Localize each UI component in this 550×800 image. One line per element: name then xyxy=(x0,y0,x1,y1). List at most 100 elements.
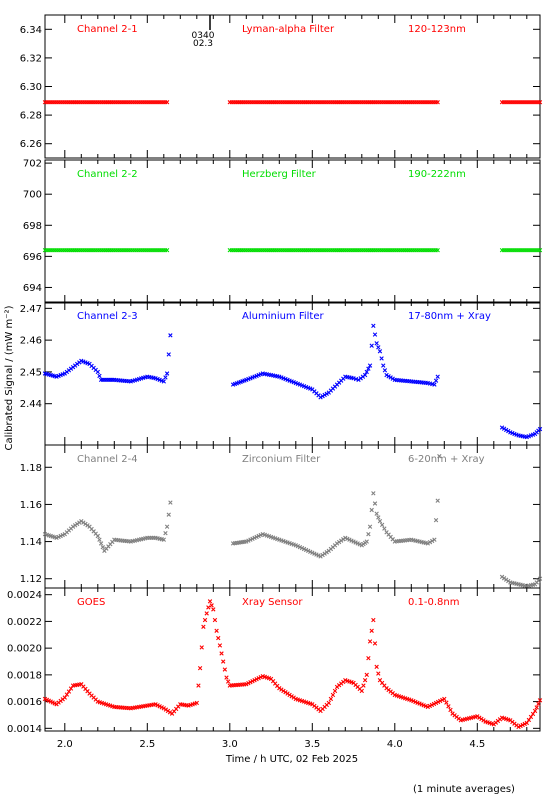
y-tick-label: 1.18 xyxy=(20,463,42,474)
panel-channel-label: Channel 2-2 xyxy=(77,169,138,180)
data-point xyxy=(204,611,209,616)
data-point xyxy=(318,395,323,400)
data-point xyxy=(372,641,378,646)
data-series xyxy=(42,323,543,440)
data-series xyxy=(42,100,543,105)
data-point xyxy=(372,332,378,337)
y-tick-label: 6.34 xyxy=(20,25,42,36)
y-tick-label: 0.0018 xyxy=(7,670,42,681)
data-point xyxy=(444,700,449,705)
data-point xyxy=(376,515,381,520)
data-point xyxy=(374,511,379,516)
data-point xyxy=(201,624,206,629)
data-point xyxy=(386,374,391,379)
data-point xyxy=(371,323,376,329)
y-tick-label: 2.44 xyxy=(20,399,42,410)
panel-filter-label: Lyman-alpha Filter xyxy=(242,24,335,35)
data-point xyxy=(222,667,228,672)
data-point xyxy=(532,708,538,714)
data-point xyxy=(524,720,529,726)
y-tick-label: 698 xyxy=(23,221,42,232)
footnote-label: (1 minute averages) xyxy=(413,784,515,795)
panel-frame xyxy=(44,444,541,589)
data-point xyxy=(384,372,389,378)
y-tick-label: 702 xyxy=(23,159,42,170)
data-point xyxy=(537,576,543,581)
data-point xyxy=(446,704,451,709)
data-point xyxy=(366,366,371,371)
data-point xyxy=(369,343,374,348)
data-point xyxy=(537,698,543,703)
data-point xyxy=(377,518,383,524)
panel-band-label: 190-222nm xyxy=(408,169,466,180)
data-point xyxy=(390,376,395,381)
data-point xyxy=(211,607,216,612)
data-point xyxy=(196,683,201,688)
data-point xyxy=(528,714,534,720)
data-point xyxy=(214,628,219,633)
panel-1: 6.26 6.28 6.30 6.32 6.34 Channel 2-1 Lyman-alp… xyxy=(20,14,543,159)
data-point xyxy=(161,379,166,384)
data-point xyxy=(202,617,208,623)
data-point xyxy=(217,643,223,648)
data-point xyxy=(534,705,539,710)
data-point xyxy=(97,537,102,542)
y-axis-label: Calibrated Signal / (mW m⁻²) xyxy=(4,305,15,450)
data-point xyxy=(435,247,440,253)
data-point xyxy=(430,538,435,544)
y-tick-label: 2.45 xyxy=(20,367,42,378)
data-series xyxy=(42,599,543,730)
y-tick-label: 6.28 xyxy=(20,111,42,122)
data-point xyxy=(374,341,379,346)
data-point xyxy=(62,695,67,700)
data-point xyxy=(388,375,393,380)
data-point xyxy=(359,688,364,694)
data-point xyxy=(379,356,384,361)
y-tick-label: 0.0022 xyxy=(7,617,42,628)
x-tick-label: 4.0 xyxy=(387,739,403,750)
data-point xyxy=(324,391,329,396)
panel-channel-label: Channel 2-1 xyxy=(77,24,138,35)
data-point xyxy=(219,651,224,656)
data-point xyxy=(164,371,170,376)
panel-channel-label: Channel 2-3 xyxy=(77,311,138,322)
data-point xyxy=(361,683,366,688)
data-point xyxy=(207,599,213,604)
data-point xyxy=(437,453,442,459)
y-tick-label: 1.14 xyxy=(20,537,42,548)
y-tick-label: 0.0014 xyxy=(7,724,42,735)
data-point xyxy=(194,700,199,706)
panel-frame xyxy=(44,14,541,159)
data-point xyxy=(381,363,386,368)
y-tick-label: 700 xyxy=(23,190,42,201)
data-point xyxy=(366,655,371,661)
data-point xyxy=(433,518,439,523)
data-point xyxy=(369,507,374,513)
panel-band-label: 6-20nm + Xray xyxy=(408,454,485,465)
panel-filter-label: Zirconium Filter xyxy=(242,454,321,465)
x-axis-label: Time / h UTC, 02 Feb 2025 xyxy=(225,754,358,765)
panel-filter-label: Xray Sensor xyxy=(242,597,303,608)
panel-4: 1.12 1.14 1.16 1.18 Channel 2-4 Zirconium Fil… xyxy=(20,444,543,589)
x-tick-label: 4.5 xyxy=(469,739,485,750)
data-point xyxy=(382,368,388,373)
panel-filter-label: Herzberg Filter xyxy=(242,169,317,180)
data-point xyxy=(164,100,170,105)
x-tick-label: 3.0 xyxy=(222,739,238,750)
y-tick-label: 1.16 xyxy=(20,500,42,511)
x-tick-label: 2.0 xyxy=(57,739,73,750)
panel-frame xyxy=(44,587,541,732)
data-point xyxy=(168,500,173,505)
data-point xyxy=(164,247,170,253)
data-point xyxy=(377,349,383,354)
data-point xyxy=(442,696,447,702)
data-point xyxy=(435,100,440,105)
panel-3: 2.44 2.45 2.46 2.47 Channel 2-3 Aluminium Fil… xyxy=(20,301,543,446)
data-point xyxy=(503,427,509,433)
panel-2: 694 696 698 700 702 Channel 2-2 Herzberg Filte… xyxy=(23,159,543,304)
data-point xyxy=(369,628,374,633)
x-tick-label: 2.5 xyxy=(139,739,155,750)
data-point xyxy=(367,363,373,368)
panel-band-label: 17-80nm + Xray xyxy=(408,311,491,322)
